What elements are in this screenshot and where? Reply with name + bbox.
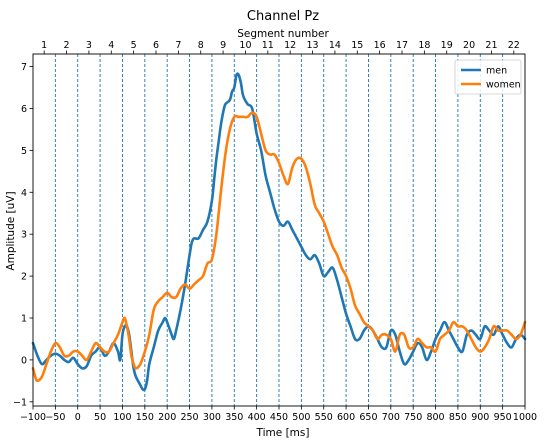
x-tick-label: 400: [248, 412, 266, 423]
x-tick-label: 850: [449, 412, 467, 423]
series-layer: [31, 72, 527, 392]
y-tick-label: 7: [21, 62, 27, 73]
segment-number-label: 11: [262, 40, 274, 51]
segment-boundaries: [54, 54, 504, 406]
x-tick-label: 900: [471, 412, 489, 423]
segment-number-label: 1: [41, 40, 47, 51]
x-tick-label: 100: [113, 412, 131, 423]
segment-number-label: 19: [441, 40, 453, 51]
x-tick-label: 950: [494, 412, 512, 423]
y-tick-label: 4: [21, 188, 27, 199]
x-tick-label: −50: [45, 412, 65, 423]
segment-number-label: 22: [508, 40, 520, 51]
segment-number-label: 15: [351, 40, 363, 51]
top-axis-label: Segment number: [237, 28, 329, 40]
segment-number-label: 13: [306, 40, 318, 51]
segment-number-label: 20: [463, 40, 475, 51]
segment-number-label: 4: [108, 40, 114, 51]
y-tick-label: 5: [21, 146, 27, 157]
x-tick-label: 0: [75, 412, 81, 423]
x-tick-label: 250: [180, 412, 198, 423]
x-tick-label: 800: [426, 412, 444, 423]
x-tick-label: 450: [270, 412, 288, 423]
x-tick-label: −100: [20, 412, 46, 423]
segment-number-label: 21: [485, 40, 497, 51]
legend-label-women: women: [486, 80, 521, 91]
segment-number-label: 10: [239, 40, 251, 51]
x-tick-label: 500: [292, 412, 310, 423]
x-tick-label: 150: [136, 412, 154, 423]
y-tick-label: 2: [21, 272, 27, 283]
segment-number-label: 7: [175, 40, 181, 51]
segment-number-label: 6: [153, 40, 159, 51]
y-tick-label: 0: [21, 355, 27, 366]
segment-number-label: 5: [131, 40, 137, 51]
y-axis-label: Amplitude [uV]: [5, 191, 17, 270]
legend-box: [454, 59, 522, 95]
x-tick-label: 750: [404, 412, 422, 423]
segment-number-label: 2: [64, 40, 70, 51]
chart-title: Channel Pz: [247, 9, 319, 24]
axis-ticks: −100 −50 0 50 100 150 200 250 300 350 400 450 500 550…: [13, 40, 537, 423]
y-tick-label: −1: [13, 397, 27, 408]
legend: men women: [454, 59, 522, 95]
y-tick-label: 1: [21, 314, 27, 325]
plot-frame: [32, 53, 526, 407]
x-tick-label: 550: [315, 412, 333, 423]
x-tick-label: 650: [359, 412, 377, 423]
y-tick-label: 6: [21, 104, 27, 115]
segment-number-label: 3: [86, 40, 92, 51]
segment-number-label: 14: [329, 40, 341, 51]
y-tick-label: 3: [21, 230, 27, 241]
x-axis-label: Time [ms]: [256, 427, 310, 439]
x-tick-label: 600: [337, 412, 355, 423]
x-tick-label: 50: [94, 412, 106, 423]
segment-number-label: 12: [284, 40, 296, 51]
segment-number-label: 18: [418, 40, 430, 51]
segment-number-label: 8: [198, 40, 204, 51]
segment-number-label: 17: [396, 40, 408, 51]
x-tick-label: 350: [225, 412, 243, 423]
x-tick-label: 1000: [513, 412, 537, 423]
series-line-men: [31, 72, 527, 392]
x-tick-label: 200: [158, 412, 176, 423]
legend-label-men: men: [486, 66, 507, 77]
x-tick-label: 700: [382, 412, 400, 423]
x-tick-label: 300: [203, 412, 221, 423]
segment-number-label: 9: [220, 40, 226, 51]
segment-number-label: 16: [374, 40, 386, 51]
series-line-women: [31, 111, 527, 383]
